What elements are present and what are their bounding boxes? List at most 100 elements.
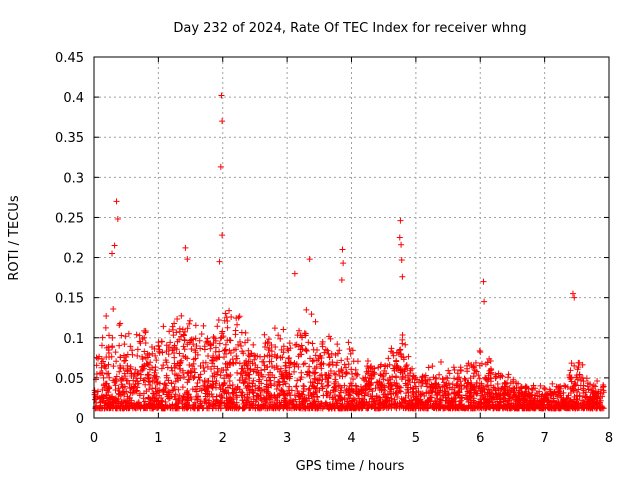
roti-point (354, 358, 361, 365)
roti-point (102, 324, 109, 331)
roti-point (283, 362, 290, 369)
roti-point (318, 355, 325, 362)
roti-point (151, 403, 158, 410)
roti-point (391, 396, 398, 403)
roti-point (177, 359, 184, 366)
roti-point (273, 386, 280, 393)
x-tick-label: 4 (347, 431, 355, 446)
roti-point (116, 388, 123, 395)
roti-point (476, 375, 483, 382)
roti-point (190, 405, 197, 412)
roti-point (382, 362, 389, 369)
roti-point (426, 376, 433, 383)
roti-point (184, 387, 191, 394)
roti-point (442, 392, 449, 399)
roti-point (143, 402, 150, 409)
roti-point (291, 368, 298, 375)
roti-peak-point (219, 232, 226, 239)
roti-point (538, 401, 545, 408)
roti-point (471, 386, 478, 393)
roti-point (198, 387, 205, 394)
roti-point (468, 383, 475, 390)
roti-point (147, 381, 154, 388)
roti-point (136, 332, 143, 339)
roti-point (286, 399, 293, 406)
roti-point (124, 368, 131, 375)
roti-point (312, 369, 319, 376)
roti-point (191, 365, 198, 372)
roti-point (153, 388, 160, 395)
roti-point (453, 380, 460, 387)
roti-point (419, 398, 426, 405)
roti-point (580, 387, 587, 394)
roti-point (465, 360, 472, 367)
roti-point (250, 368, 257, 375)
roti-point (353, 372, 360, 379)
roti-point (196, 374, 203, 381)
roti-point (165, 351, 172, 358)
roti-point (410, 372, 417, 379)
roti-point (274, 382, 281, 389)
roti-point (365, 401, 372, 408)
roti-point (324, 382, 331, 389)
roti-point (486, 367, 493, 374)
roti-point (325, 405, 332, 412)
roti-point (439, 376, 446, 383)
roti-point (118, 381, 125, 388)
roti-point (173, 329, 180, 336)
roti-point (548, 405, 555, 412)
roti-point (273, 354, 280, 361)
roti-point (228, 314, 235, 321)
roti-point (579, 397, 586, 404)
roti-point (233, 352, 240, 359)
roti-point (379, 382, 386, 389)
roti-point (551, 389, 558, 396)
roti-point (287, 359, 294, 366)
roti-point (266, 352, 273, 359)
roti-point (348, 366, 355, 373)
roti-point (398, 365, 405, 372)
roti-point (432, 374, 439, 381)
roti-point (154, 405, 161, 412)
roti-point (166, 328, 173, 335)
roti-point (368, 402, 375, 409)
roti-point (361, 376, 368, 383)
roti-point (568, 403, 575, 410)
roti-point (323, 372, 330, 379)
roti-point (103, 371, 110, 378)
roti-point (539, 405, 546, 412)
roti-point (487, 403, 494, 410)
roti-point (545, 391, 552, 398)
roti-point (282, 402, 289, 409)
roti-point (553, 383, 560, 390)
roti-point (476, 347, 483, 354)
roti-point (115, 385, 122, 392)
roti-point (301, 397, 308, 404)
roti-point (261, 344, 268, 351)
roti-point (337, 395, 344, 402)
roti-point (226, 377, 233, 384)
roti-point (599, 393, 606, 400)
roti-point (162, 402, 169, 409)
roti-point (296, 391, 303, 398)
roti-point (594, 378, 601, 384)
roti-point (223, 405, 230, 412)
roti-point (123, 399, 130, 406)
roti-point (311, 365, 318, 372)
roti-point (495, 370, 502, 377)
roti-point (200, 322, 207, 329)
roti-point (201, 343, 208, 350)
roti-point (234, 321, 241, 328)
roti-point (127, 343, 134, 350)
roti-point (353, 383, 360, 390)
grid-lines (94, 57, 609, 418)
roti-point (383, 405, 390, 412)
roti-peak-point (219, 118, 226, 125)
roti-point (399, 399, 406, 406)
roti-peak-point (291, 270, 298, 277)
roti-point (272, 343, 279, 350)
roti-point (417, 391, 424, 398)
roti-point (123, 388, 130, 395)
roti-point (576, 371, 583, 378)
roti-point (150, 390, 157, 397)
